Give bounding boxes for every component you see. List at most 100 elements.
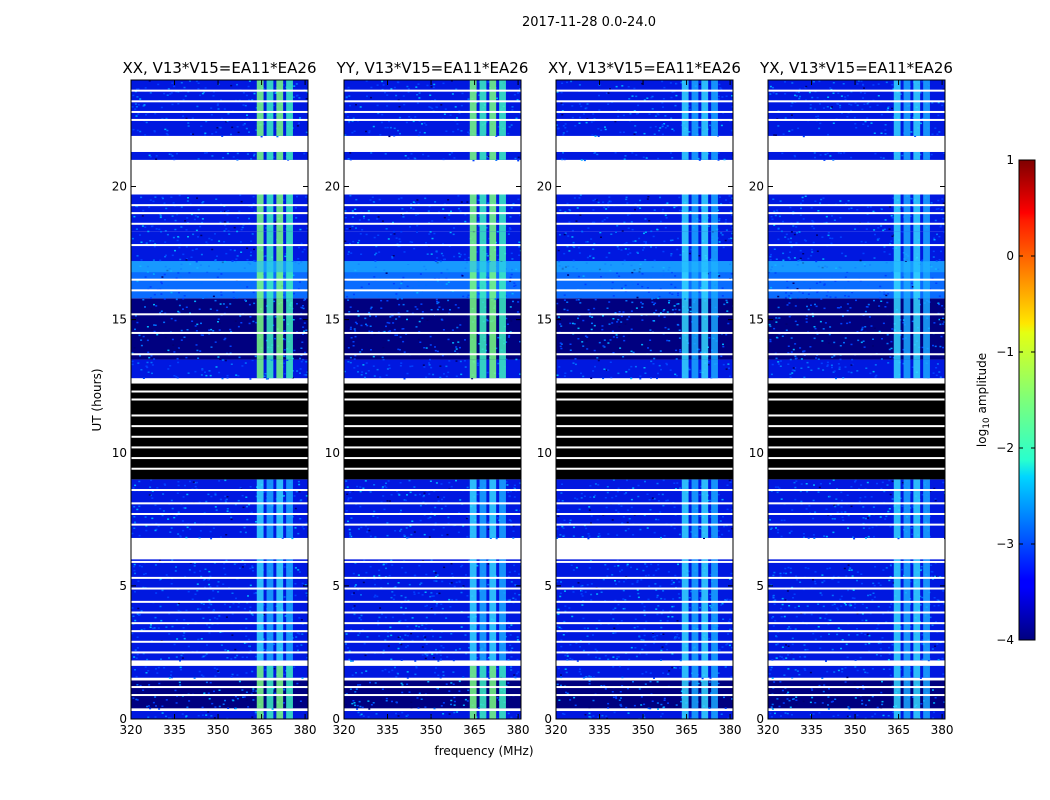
flag-line — [344, 331, 521, 334]
flag-line — [768, 467, 945, 470]
rfi-column — [256, 80, 264, 136]
flagged-gap — [131, 159, 308, 195]
y-tick-label: 20 — [537, 180, 552, 194]
rfi-column — [479, 80, 487, 136]
rfi-column — [913, 359, 921, 379]
flagged-block — [768, 383, 945, 480]
rfi-column — [923, 151, 930, 160]
flag-line — [768, 694, 945, 697]
heatmap-image — [344, 80, 521, 719]
flag-line — [131, 435, 308, 438]
y-tick-label: 15 — [749, 313, 764, 327]
flag-line — [344, 489, 521, 492]
flag-line — [768, 110, 945, 113]
colorbar-label: log10 amplitude — [975, 353, 992, 447]
flagged-gap — [556, 135, 733, 152]
flag-line — [344, 313, 521, 316]
rfi-column — [479, 298, 487, 360]
flag-line — [768, 686, 945, 689]
flag-line — [131, 353, 308, 356]
x-tick-label: 350 — [207, 723, 230, 737]
rfi-column — [701, 231, 709, 262]
flag-line — [768, 89, 945, 92]
flag-line — [131, 390, 308, 393]
panel-title: YX, V13*V15=EA11*EA26 — [759, 59, 953, 77]
colorbar-gradient — [1018, 159, 1036, 641]
colorbar-tick-label: 1 — [1006, 153, 1014, 167]
figure-title: 2017-11-28 0.0-24.0 — [522, 15, 656, 30]
rfi-column — [913, 231, 921, 262]
flag-line — [768, 523, 945, 526]
rfi-column — [489, 479, 497, 538]
flagged-gap — [768, 135, 945, 152]
flag-line — [556, 222, 733, 225]
flag-line — [131, 278, 308, 281]
rfi-column — [469, 231, 477, 262]
flag-line — [131, 640, 308, 643]
rfi-column — [913, 559, 921, 661]
flag-line — [131, 204, 308, 207]
flagged-gap — [344, 378, 521, 384]
flag-line — [131, 651, 308, 654]
rfi-column — [489, 711, 497, 719]
heatmap-panel: YY, V13*V15=EA11*EA26 320 335 350 365 380 0 5 10… — [325, 59, 534, 758]
rfi-column — [701, 298, 709, 360]
data-block — [768, 665, 945, 678]
rfi-column — [256, 665, 264, 678]
flag-line — [344, 523, 521, 526]
flag-line — [131, 457, 308, 460]
rfi-column — [893, 298, 901, 360]
flagged-gap — [131, 537, 308, 560]
data-block — [131, 151, 308, 160]
panel-frame — [767, 79, 946, 720]
rfi-column — [913, 151, 921, 160]
rfi-column — [266, 711, 274, 719]
x-tick-label: 335 — [376, 723, 399, 737]
flag-line — [344, 457, 521, 460]
rfi-column — [479, 359, 487, 379]
flag-line — [131, 576, 308, 579]
rfi-column — [499, 559, 506, 661]
y-tick-label: 15 — [325, 313, 340, 327]
flag-line — [556, 694, 733, 697]
panel-frame — [555, 79, 734, 720]
flagged-gap — [768, 378, 945, 384]
flag-line — [131, 414, 308, 417]
heatmap-image — [556, 80, 733, 719]
panel-title: XX, V13*V15=EA11*EA26 — [122, 59, 316, 77]
rfi-column — [256, 231, 264, 262]
flagged-gap — [556, 537, 733, 560]
rfi-column — [923, 479, 930, 538]
flag-line — [556, 467, 733, 470]
flag-line — [131, 313, 308, 316]
y-tick-label: 5 — [119, 579, 127, 593]
flag-line — [344, 425, 521, 428]
rfi-column — [286, 479, 293, 538]
flag-line — [556, 523, 733, 526]
flag-line — [556, 576, 733, 579]
rfi-column — [691, 298, 699, 360]
y-tick-label: 0 — [332, 712, 340, 726]
rfi-column — [276, 298, 284, 360]
flagged-gap — [344, 660, 521, 666]
data-block — [344, 359, 521, 379]
flag-line — [344, 278, 521, 281]
rfi-column — [286, 665, 293, 678]
flag-line — [768, 289, 945, 292]
y-tick-label: 20 — [749, 180, 764, 194]
y-tick-label: 20 — [112, 180, 127, 194]
rfi-column — [266, 665, 274, 678]
flagged-gap — [344, 708, 521, 712]
flagged-gap — [131, 378, 308, 384]
colorbar-tick-label: −4 — [996, 633, 1014, 647]
flag-line — [556, 289, 733, 292]
flag-line — [768, 457, 945, 460]
y-tick-label: 15 — [537, 313, 552, 327]
rfi-column — [286, 559, 293, 661]
flag-line — [344, 686, 521, 689]
x-tick-label: 365 — [463, 723, 486, 737]
y-tick-label: 10 — [749, 446, 764, 460]
rfi-column — [469, 298, 477, 360]
flag-line — [344, 611, 521, 614]
x-tick-label: 380 — [507, 723, 530, 737]
